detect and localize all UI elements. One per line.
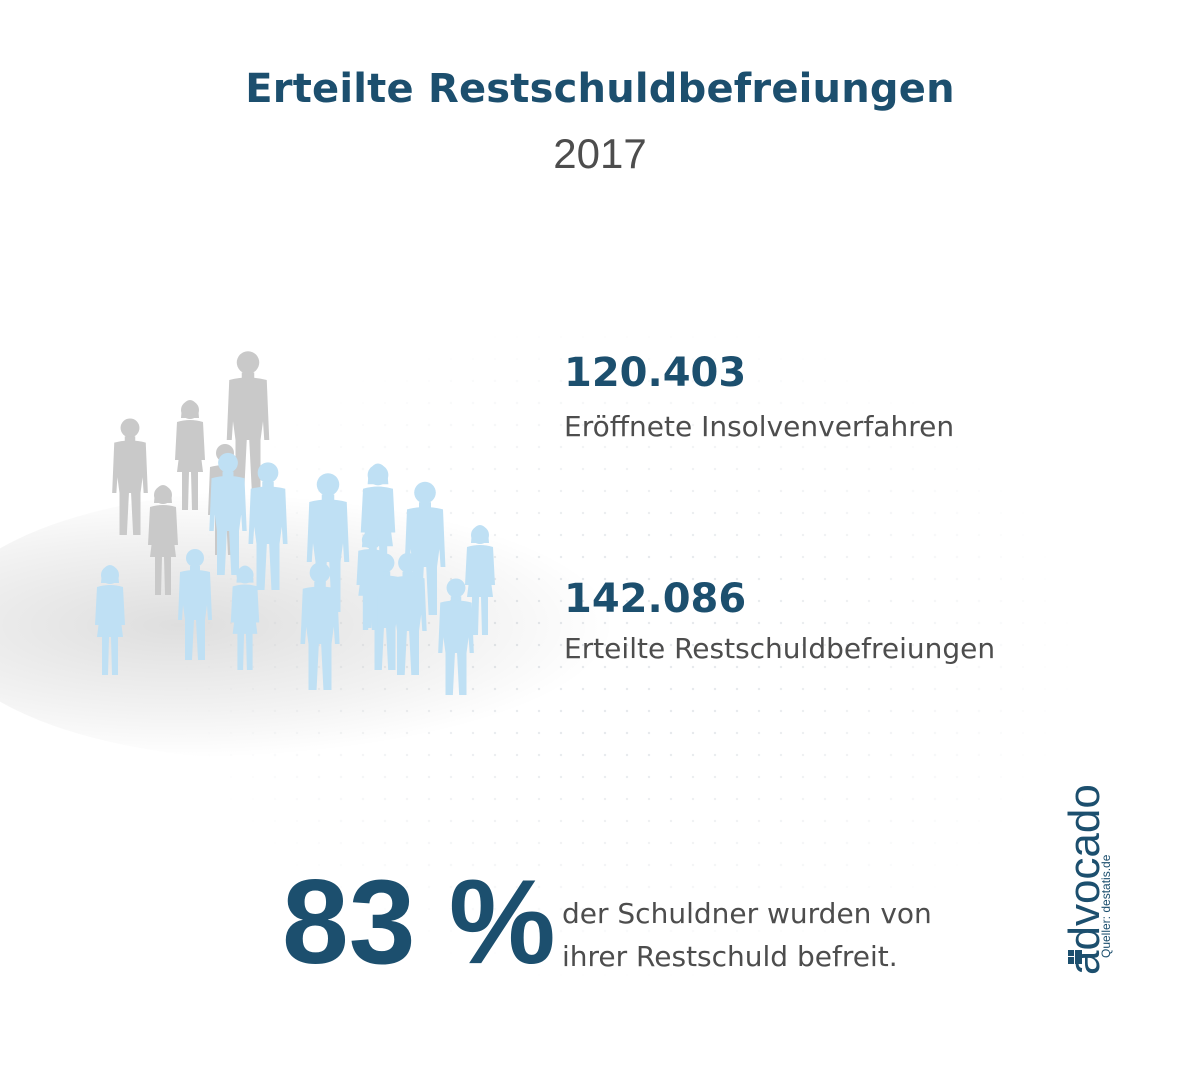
source-note: Queller: destatis.de [1099, 854, 1113, 958]
page-title: Erteilte Restschuldbefreiungen [245, 66, 955, 112]
person-figure-gray [148, 485, 178, 595]
person-figure-blue [230, 565, 260, 670]
summary-line-2: ihrer Restschuld befreit. [562, 940, 898, 973]
person-figure-blue [95, 565, 125, 675]
person-figure-gray [112, 418, 148, 535]
percent-figure: 83 % [282, 855, 556, 989]
stat-opened-label: Eröffnete Insolvenverfahren [564, 410, 955, 443]
stat-granted-label: Erteilte Restschuldbefreiungen [564, 632, 996, 665]
summary-line-1: der Schuldner wurden von [562, 897, 932, 930]
person-figure-blue [178, 549, 212, 660]
brand-logo-mark-icon [1068, 950, 1082, 964]
year-label: 2017 [553, 130, 647, 177]
summary-text: der Schuldner wurden von ihrer Restschul… [562, 892, 932, 978]
stat-opened-value: 120.403 [564, 350, 747, 396]
stat-granted-value: 142.086 [564, 576, 747, 622]
person-figure-gray [175, 400, 205, 510]
people-crowd-icon [95, 351, 495, 695]
